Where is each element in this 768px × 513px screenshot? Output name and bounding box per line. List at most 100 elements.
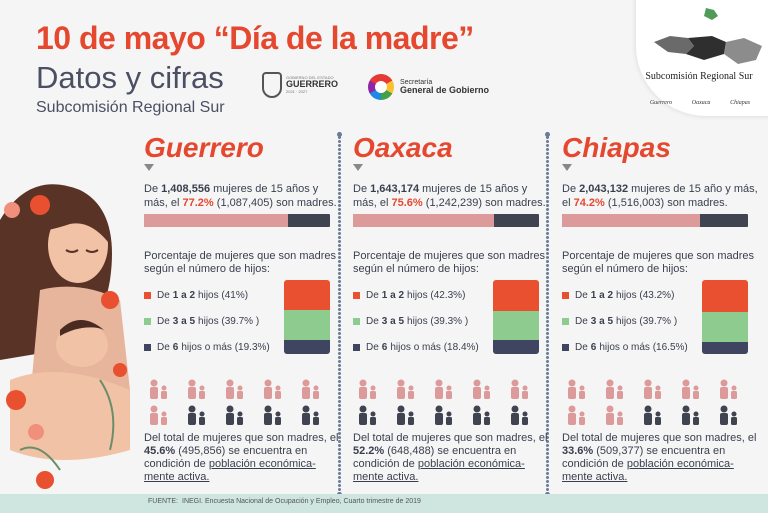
women-total: 1,643,174: [370, 183, 420, 195]
mothers-percent: 74.2%: [573, 197, 605, 209]
children-percent-title: Porcentaje de mujeres que son madres seg…: [562, 250, 754, 275]
divider-dot: [546, 156, 549, 159]
legend-item: De 6 hijos o más (16.5%): [562, 340, 688, 354]
mother-child-icon: [150, 379, 167, 399]
divider-dot: [338, 152, 341, 155]
divider-dot: [546, 348, 549, 351]
mother-child-icon: [264, 405, 281, 425]
divider-dot: [546, 180, 549, 183]
divider-dot: [338, 404, 341, 407]
divider-dot: [338, 368, 341, 371]
divider-end-dot: [337, 132, 342, 137]
divider-dot: [338, 424, 341, 427]
women-total: 2,043,132: [579, 183, 629, 195]
family-icons: [568, 379, 737, 425]
divider-dot: [546, 276, 549, 279]
state-name: Guerrero: [144, 132, 264, 163]
divider-dot: [338, 188, 341, 191]
stack-segment: [493, 280, 539, 312]
family-icons: [359, 379, 528, 425]
divider-dot: [546, 360, 549, 363]
divider-dot: [338, 464, 341, 467]
divider-dot: [546, 172, 549, 175]
divider-dot: [546, 284, 549, 287]
divider-dot: [546, 244, 549, 247]
mother-child-icon: [568, 379, 585, 399]
divider-dot: [546, 324, 549, 327]
divider-dot: [546, 292, 549, 295]
mother-child-icon: [150, 405, 167, 425]
divider-dot: [338, 212, 341, 215]
divider-dot: [338, 176, 341, 179]
divider-dot: [338, 472, 341, 475]
divider-dot: [546, 320, 549, 323]
divider-end-dot: [545, 132, 550, 137]
divider-dot: [546, 220, 549, 223]
divider-dot: [338, 220, 341, 223]
legend-item: De 1 a 2 hijos (41%): [144, 288, 248, 302]
stack-segment: [284, 339, 330, 354]
divider-dot: [546, 332, 549, 335]
divider-dot: [546, 344, 549, 347]
divider-dot: [546, 176, 549, 179]
divider-dot: [338, 444, 341, 447]
divider-dot: [546, 164, 549, 167]
mother-child-icon: [682, 405, 699, 425]
divider-dot: [546, 488, 549, 491]
divider-dot: [338, 136, 341, 139]
divider-dot: [546, 464, 549, 467]
divider-dot: [546, 420, 549, 423]
mother-child-icon: [302, 405, 319, 425]
divider-dot: [338, 140, 341, 143]
divider-dot: [338, 144, 341, 147]
divider-dot: [338, 264, 341, 267]
divider-dot: [338, 432, 341, 435]
divider-dot: [338, 192, 341, 195]
divider-dot: [338, 200, 341, 203]
children-percent-title: Porcentaje de mujeres que son madres seg…: [144, 250, 336, 275]
mothers-progress-fill: [562, 214, 700, 227]
divider-dot: [338, 484, 341, 487]
mothers-percent: 75.6%: [391, 197, 423, 209]
legend-item: De 6 hijos o más (18.4%): [353, 340, 479, 354]
secretaria-logo: Secretaría General de Gobierno: [368, 74, 489, 100]
guerrero-logo-name: GUERRERO: [286, 79, 339, 90]
divider-dot: [338, 160, 341, 163]
divider-dot: [338, 452, 341, 455]
page-title: 10 de mayo “Día de la madre”: [36, 20, 474, 56]
mother-child-icon: [397, 405, 414, 425]
mother-child-icon: [397, 379, 414, 399]
divider-dot: [338, 240, 341, 243]
column-divider: [337, 132, 342, 499]
mother-child-icon: [435, 405, 452, 425]
divider-dot: [546, 152, 549, 155]
divider-dot: [546, 408, 549, 411]
divider-dot: [546, 228, 549, 231]
legend-swatch: [353, 317, 360, 325]
mother-illustration: [0, 184, 130, 489]
divider-dot: [546, 456, 549, 459]
divider-dot: [546, 144, 549, 147]
divider-dot: [338, 352, 341, 355]
footer: FUENTE: INEGI. Encuesta Nacional de Ocup…: [0, 494, 768, 513]
divider-dot: [338, 248, 341, 251]
badge-title: Subcomisión Regional Sur: [645, 71, 753, 82]
divider-dot: [546, 296, 549, 299]
family-icons: [150, 379, 319, 425]
divider-dot: [338, 272, 341, 275]
divider-dot: [546, 312, 549, 315]
divider-dot: [546, 356, 549, 359]
rosette-icon: [368, 74, 394, 100]
state-seal-icon: [262, 72, 282, 98]
legend-swatch: [144, 291, 151, 299]
divider-dot: [338, 420, 341, 423]
mother-child-icon: [226, 379, 243, 399]
page-subtitle: Datos y cifras: [36, 60, 224, 95]
divider-dot: [338, 456, 341, 459]
divider-dot: [546, 460, 549, 463]
legend-swatch: [562, 317, 569, 325]
divider-dot: [546, 428, 549, 431]
mother-child-icon: [511, 405, 528, 425]
legend-swatch: [562, 343, 569, 351]
caret-down-icon: [144, 164, 154, 171]
